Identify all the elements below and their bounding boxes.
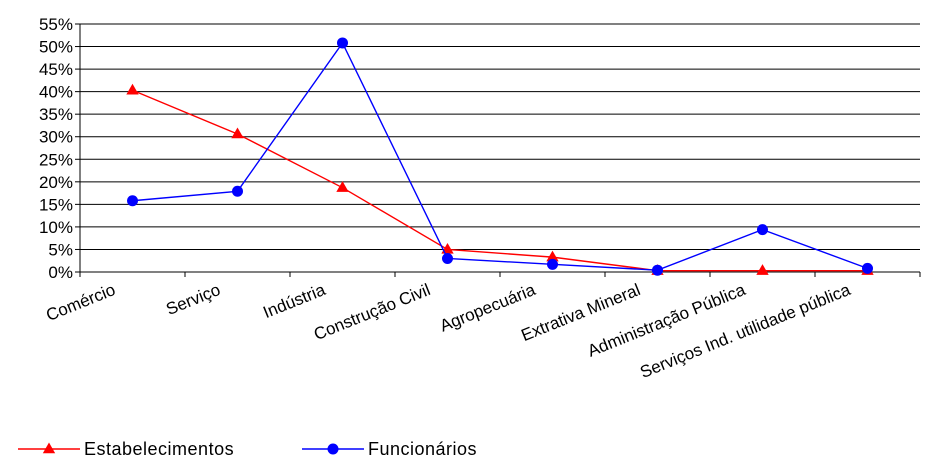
data-point (231, 127, 244, 139)
data-point (127, 195, 138, 207)
gridlines (80, 23, 920, 250)
x-tick-label: Indústria (260, 280, 328, 322)
axes (75, 23, 921, 277)
data-point (337, 37, 348, 49)
y-tick-label: 45% (39, 60, 73, 79)
legend-label: Estabelecimentos (84, 439, 234, 459)
x-tick-label: Serviço (163, 280, 223, 319)
y-tick-label: 10% (39, 218, 73, 237)
data-point (756, 264, 769, 275)
legend-marker (327, 443, 339, 455)
data-point (442, 252, 453, 264)
y-tick-label: 15% (39, 195, 73, 214)
y-tick-label: 50% (39, 38, 73, 57)
data-point (862, 262, 873, 274)
data-point (232, 185, 243, 197)
data-point (757, 224, 768, 236)
legend: Estabelecimentos Funcionários (18, 439, 477, 459)
data-point (652, 264, 663, 276)
data-point (546, 250, 559, 262)
legend-label: Funcionários (368, 439, 477, 459)
y-tick-label: 5% (48, 240, 73, 259)
series (126, 37, 874, 276)
y-tick-label: 40% (39, 83, 73, 102)
y-tick-label: 20% (39, 173, 73, 192)
x-tick-label: Comércio (43, 280, 118, 325)
y-tick-label: 55% (39, 15, 73, 34)
data-point (336, 181, 349, 192)
data-point (126, 83, 139, 95)
y-tick-label: 0% (48, 263, 73, 282)
y-tick-label: 25% (39, 150, 73, 169)
y-axis-tick-labels: 0% 5% 10% 15% 20% 25% 30% 35% 40% 45% 50% 55% (39, 15, 73, 282)
x-tick-label: Construção Civil (311, 280, 433, 344)
legend-marker (42, 442, 56, 454)
data-point (547, 258, 558, 270)
series-line-1 (132, 89, 868, 272)
series-line-2 (132, 41, 868, 271)
y-tick-label: 30% (39, 128, 73, 147)
y-tick-label: 35% (39, 105, 73, 124)
